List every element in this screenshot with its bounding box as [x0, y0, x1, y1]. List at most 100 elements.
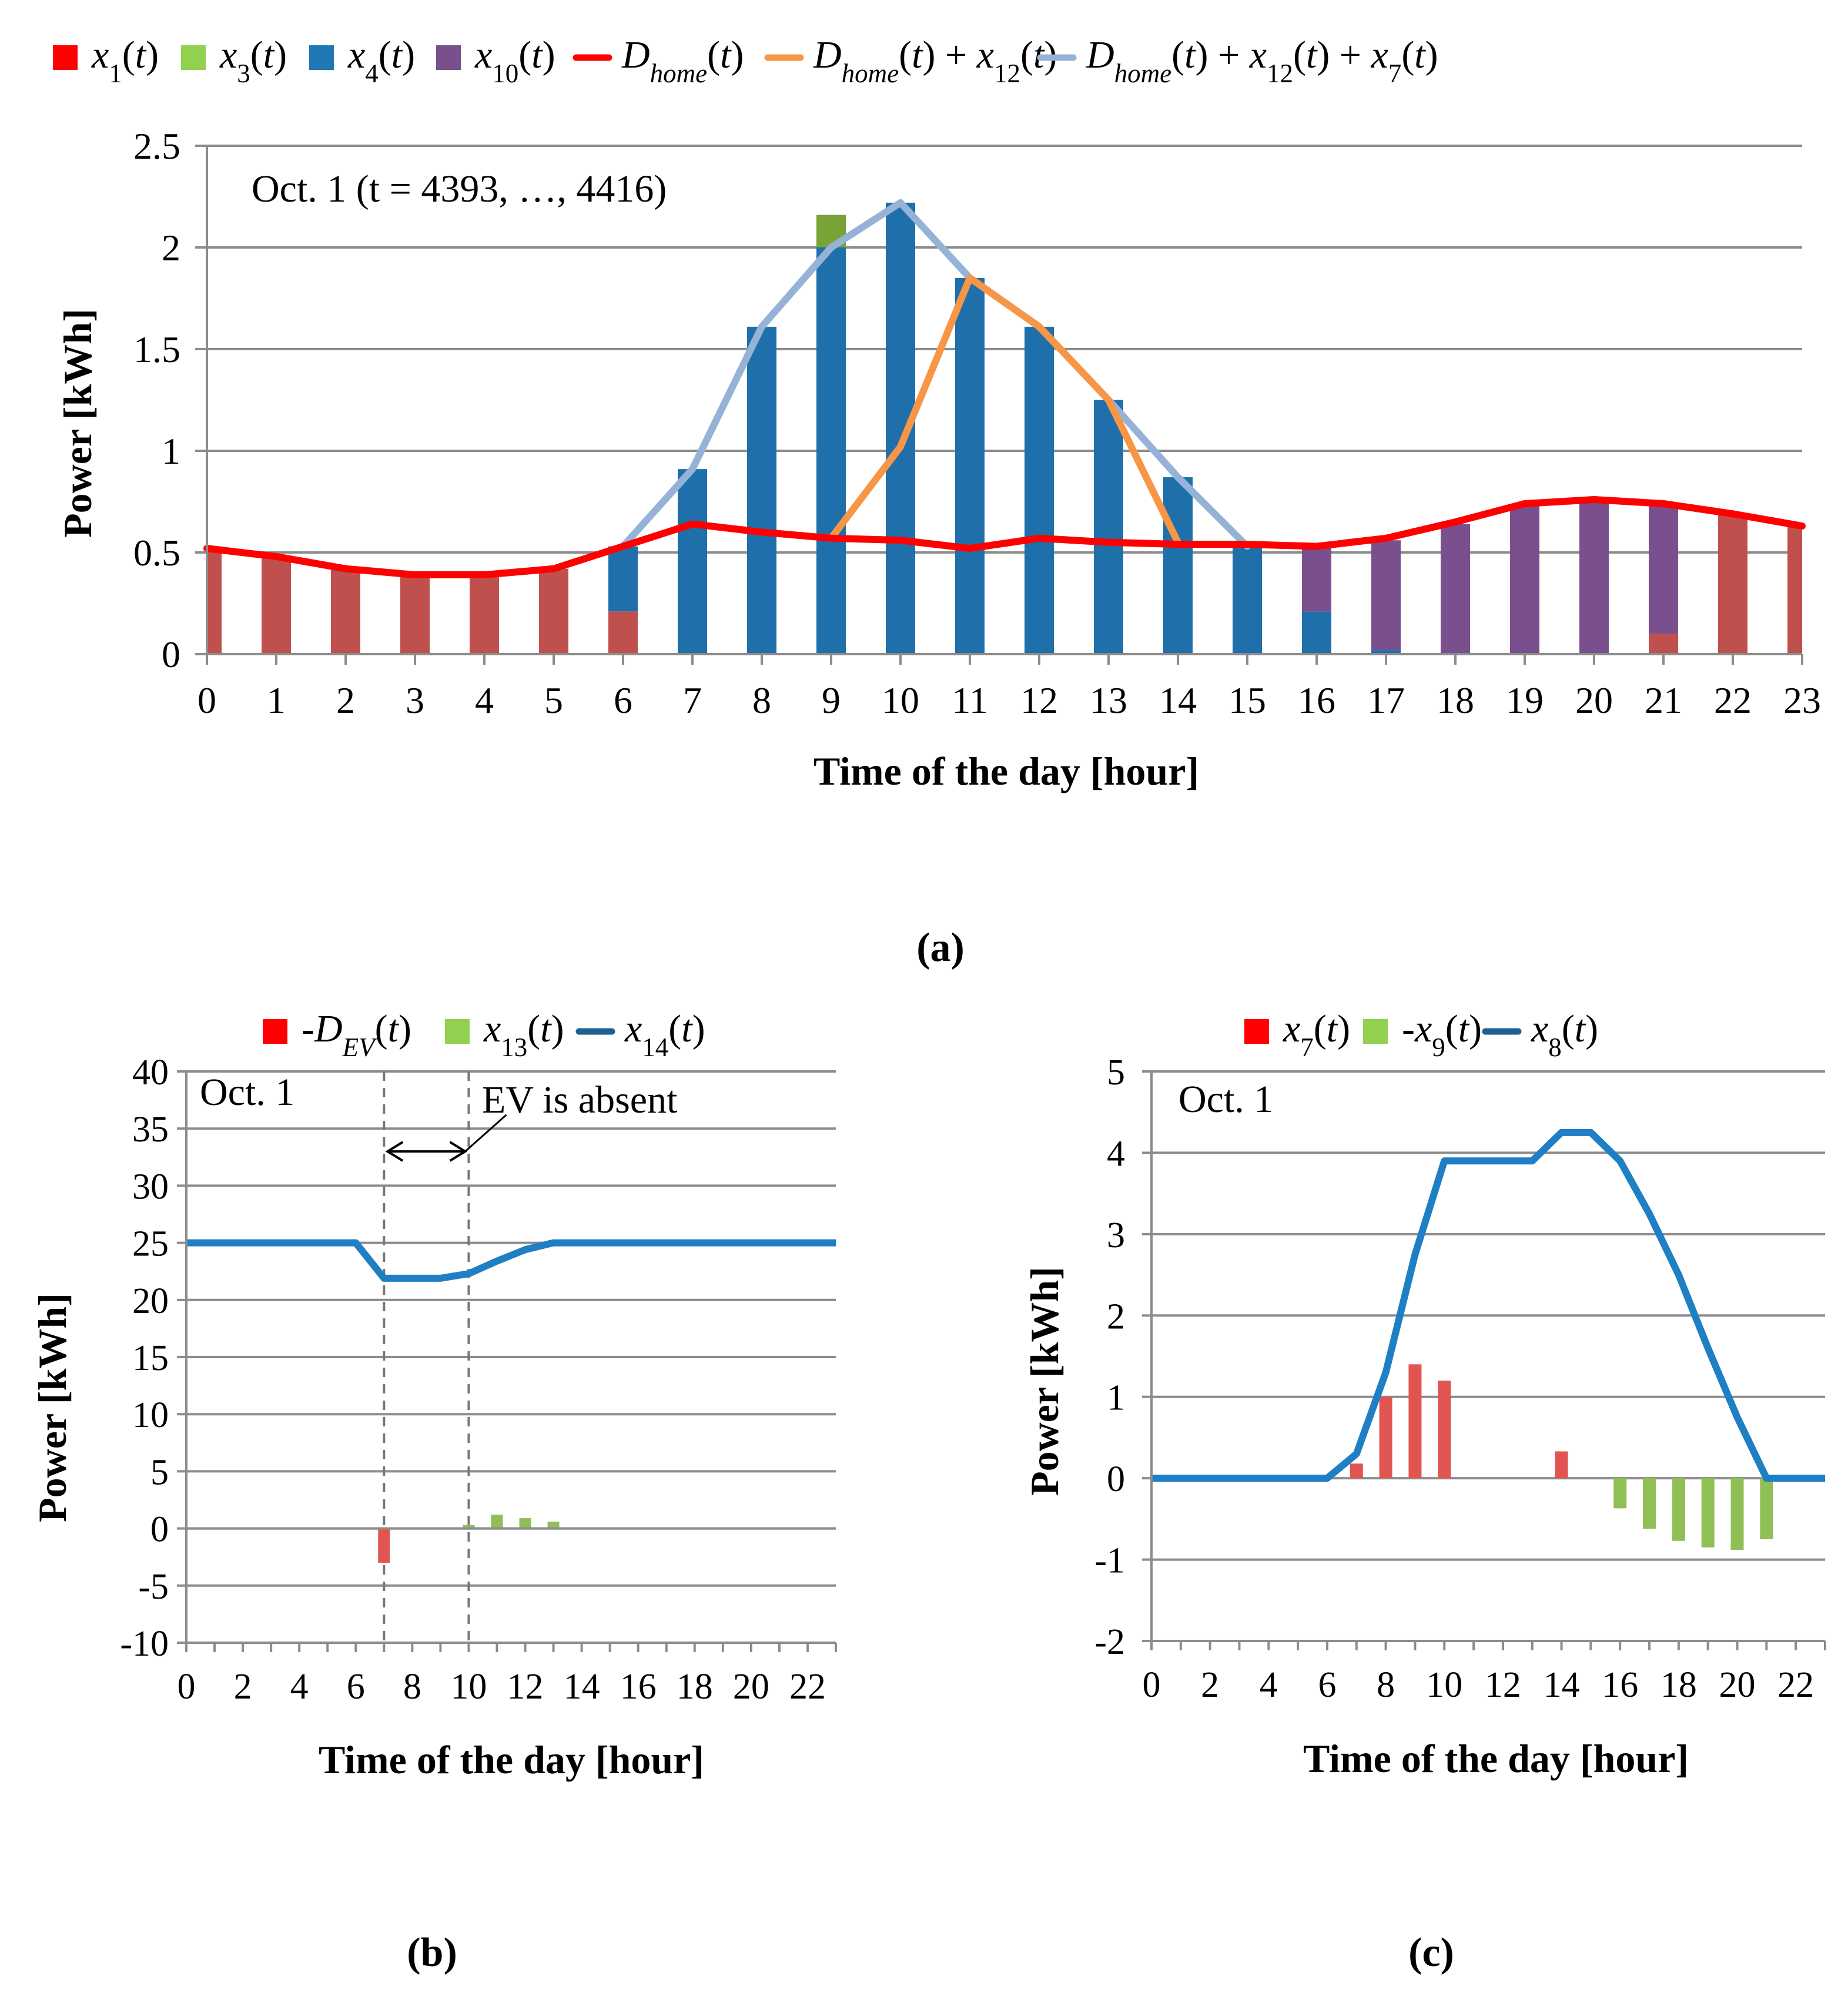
a-x-tick-label: 1 — [267, 679, 286, 721]
c-x-tick-label: 8 — [1377, 1665, 1395, 1705]
c-bar-x7(t) — [1438, 1381, 1451, 1479]
c-axes — [1142, 1070, 1826, 1650]
c-legend-swatch-x9 — [1363, 1019, 1388, 1044]
a-x-tick-labels: 0 1 2 3 4 5 6 7 8 9 10 11 12 13 14 15 16 17 18 19 20 21 22 23 — [197, 679, 1821, 721]
b-ev-absent-label: EV is absent — [482, 1078, 677, 1121]
a-bar-x4(t) — [1094, 400, 1123, 654]
a-bar-x10(t) — [1302, 546, 1331, 612]
a-bar-x4(t) — [1163, 477, 1193, 654]
a-bar-x10(t) — [1371, 540, 1401, 651]
c-x-axis-label: Time of the day [hour] — [1303, 1736, 1689, 1781]
c-x-tick-labels: 0 2 4 6 8 10 12 14 16 18 20 22 — [1143, 1665, 1814, 1705]
b-lines — [186, 1239, 836, 1282]
b-axes — [177, 1070, 837, 1652]
a-legend-swatch-x1 — [53, 45, 78, 70]
b-y-tick-labels: -10 -5 0 5 10 15 20 25 30 35 40 — [120, 1053, 169, 1664]
a-bar-x1(t) — [1649, 634, 1678, 654]
b-x-tick-label: 16 — [620, 1667, 657, 1707]
a-line-Dhome(t) + x12(t) + x7(t) — [620, 199, 1251, 550]
a-bar-x4(t) — [1233, 546, 1262, 654]
c-gridlines — [1151, 1070, 1825, 1561]
a-line-Dhome(t) + x12(t) — [828, 274, 1181, 546]
b-legend-label-x14: x14(t) — [624, 1007, 705, 1062]
c-x-tick-label: 22 — [1777, 1665, 1814, 1705]
c-y-tick-label: 5 — [1107, 1053, 1125, 1093]
b-gridlines — [186, 1070, 836, 1587]
panel-label-b: (b) — [407, 1930, 457, 1975]
a-bar-x1(t) — [207, 548, 222, 654]
a-x-tick-label: 18 — [1437, 679, 1474, 721]
a-bar-x4(t) — [955, 277, 985, 654]
b-y-tick-label: 35 — [132, 1110, 169, 1150]
a-legend: x1(t) x3(t) x4(t) x10(t) Dhome(t) Dhome(t) + … — [53, 34, 1438, 88]
c-y-tick-label: 4 — [1107, 1134, 1125, 1174]
a-legend-label-dhome: Dhome(t) — [621, 34, 744, 88]
b-x-tick-label: 22 — [789, 1667, 826, 1707]
a-bar-x1(t) — [1787, 526, 1802, 654]
b-legend: -DEV(t) x13(t) x14(t) — [263, 1007, 705, 1062]
b-x-tick-label: 14 — [564, 1667, 600, 1707]
b-x-axis-label: Time of the day [hour] — [319, 1737, 704, 1782]
b-x-tick-label: 12 — [507, 1667, 544, 1707]
a-bar-x1(t) — [539, 568, 568, 654]
a-legend-label-x3: x3(t) — [219, 34, 287, 88]
c-x-tick-label: 20 — [1719, 1665, 1756, 1705]
c-y-tick-labels: -2 -1 0 1 2 3 4 5 — [1094, 1053, 1125, 1662]
b-y-tick-label: 15 — [132, 1338, 169, 1378]
b-x-tick-label: 4 — [290, 1667, 309, 1707]
a-y-tick-label: 0.5 — [133, 532, 180, 574]
c-bar--x9(t) — [1730, 1478, 1744, 1550]
c-bar-x7(t) — [1350, 1463, 1363, 1479]
b-x-tick-label: 18 — [677, 1667, 713, 1707]
c-x-tick-label: 6 — [1318, 1665, 1336, 1705]
b-bars — [378, 1515, 560, 1563]
a-x-tick-label: 20 — [1575, 679, 1613, 721]
b-x-tick-label: 20 — [733, 1667, 769, 1707]
b-bar-x13(t) — [547, 1521, 560, 1529]
a-bar-x4(t) — [608, 546, 638, 612]
a-bar-x1(t) — [331, 568, 360, 654]
b-x-tick-label: 8 — [403, 1667, 421, 1707]
a-bars — [207, 202, 1802, 654]
c-y-tick-label: -2 — [1094, 1622, 1125, 1662]
b-absent-callout — [464, 1114, 507, 1153]
c-legend-label-x9: -x9(t) — [1402, 1007, 1482, 1062]
a-x-tick-label: 9 — [822, 679, 841, 721]
b-x-tick-label: 2 — [234, 1667, 252, 1707]
c-y-tick-label: 2 — [1107, 1297, 1125, 1337]
c-x-tick-label: 14 — [1544, 1665, 1580, 1705]
a-x-tick-label: 17 — [1367, 679, 1405, 721]
b-bar-x13(t) — [491, 1515, 503, 1529]
a-x-tick-label: 11 — [952, 679, 988, 721]
a-legend-swatch-x10 — [436, 45, 461, 70]
b-x-tick-label: 6 — [347, 1667, 365, 1707]
a-x-tick-label: 8 — [752, 679, 771, 721]
a-x-tick-label: 21 — [1645, 679, 1682, 721]
a-bar-x1(t) — [470, 575, 499, 654]
b-legend-swatch-x13 — [445, 1019, 470, 1044]
b-absent-markers — [383, 1071, 507, 1643]
a-bar-x4(t) — [1302, 611, 1331, 654]
c-bar--x9(t) — [1701, 1478, 1715, 1547]
a-x-tick-label: 0 — [197, 679, 216, 721]
a-x-tick-label: 4 — [475, 679, 494, 721]
a-x-tick-label: 14 — [1159, 679, 1197, 721]
a-bar-x4(t) — [747, 326, 776, 654]
a-x-tick-label: 7 — [683, 679, 702, 721]
a-bar-x1(t) — [262, 556, 291, 654]
a-axes — [195, 145, 1803, 665]
a-x-axis-label: Time of the day [hour] — [813, 749, 1199, 793]
c-line-x8(t) — [1151, 1128, 1825, 1482]
b-y-axis-label: Power [kWh] — [30, 1293, 75, 1522]
b-legend-label-x13: x13(t) — [483, 1007, 564, 1062]
b-y-tick-label: 30 — [132, 1167, 169, 1207]
c-bar-x7(t) — [1555, 1451, 1568, 1479]
a-legend-label-dh_x12_x7: Dhome(t) + x12(t) + x7(t) — [1086, 34, 1438, 88]
c-y-tick-label: 1 — [1107, 1378, 1125, 1418]
c-bars — [1350, 1364, 1773, 1550]
b-y-tick-label: 5 — [150, 1452, 169, 1492]
b-y-tick-label: -10 — [120, 1624, 169, 1664]
b-bar-x13(t) — [519, 1518, 531, 1529]
a-x-tick-label: 13 — [1090, 679, 1127, 721]
